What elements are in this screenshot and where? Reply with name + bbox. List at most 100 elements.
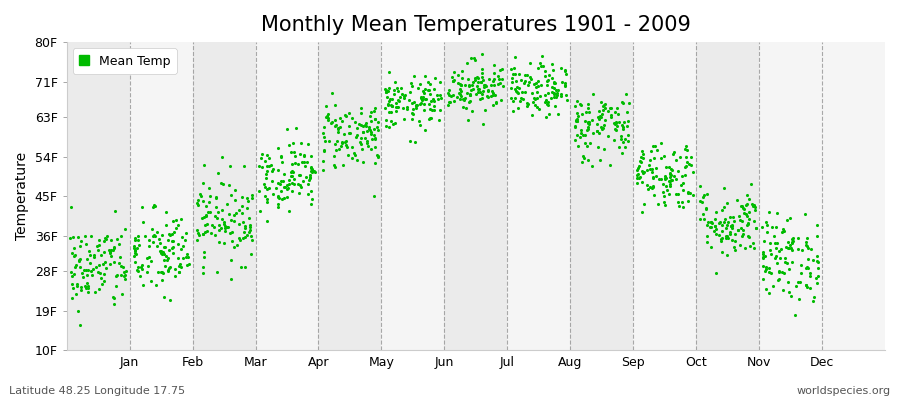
Point: [485, 102, 500, 108]
Point: [470, 74, 484, 80]
Point: [320, 111, 335, 117]
Point: [664, 177, 679, 183]
Point: [548, 103, 562, 110]
Point: [418, 86, 432, 92]
Point: [368, 160, 382, 167]
Point: [745, 240, 760, 246]
Point: [381, 87, 395, 94]
Point: [293, 182, 308, 188]
Point: [526, 81, 541, 87]
Point: [260, 152, 274, 158]
Point: [255, 164, 269, 170]
Point: [131, 267, 146, 274]
Point: [356, 123, 370, 129]
Point: [368, 144, 382, 150]
Point: [162, 263, 176, 270]
Point: [697, 216, 711, 222]
Point: [364, 118, 378, 124]
Point: [382, 69, 396, 75]
Point: [596, 124, 610, 131]
Point: [412, 122, 427, 128]
Point: [144, 278, 158, 284]
Point: [456, 97, 471, 104]
Point: [135, 262, 149, 268]
Point: [476, 121, 491, 128]
Point: [678, 146, 692, 152]
Point: [568, 123, 582, 130]
Point: [433, 79, 447, 86]
Point: [683, 190, 698, 197]
Point: [568, 137, 582, 143]
Point: [801, 265, 815, 271]
Point: [113, 272, 128, 278]
Point: [463, 91, 477, 97]
Point: [571, 113, 585, 120]
Point: [454, 82, 468, 88]
Point: [470, 83, 484, 89]
Point: [460, 90, 474, 96]
Point: [646, 155, 661, 162]
Point: [776, 287, 790, 293]
Point: [740, 192, 754, 198]
Point: [725, 237, 740, 244]
Point: [423, 91, 437, 97]
Point: [590, 114, 605, 120]
Point: [379, 89, 393, 95]
Point: [671, 168, 686, 174]
Point: [451, 72, 465, 78]
Bar: [382, 42, 445, 350]
Point: [140, 255, 154, 262]
Point: [364, 146, 378, 153]
Point: [284, 160, 299, 167]
Point: [371, 153, 385, 160]
Point: [286, 149, 301, 156]
Point: [738, 245, 752, 251]
Point: [663, 183, 678, 189]
Point: [105, 247, 120, 254]
Point: [481, 88, 495, 94]
Point: [615, 149, 629, 156]
Point: [684, 154, 698, 160]
Point: [611, 111, 625, 118]
Point: [303, 165, 318, 171]
Point: [331, 125, 346, 131]
Point: [577, 155, 591, 161]
Point: [413, 101, 428, 108]
Point: [127, 248, 141, 255]
Point: [252, 188, 266, 194]
Point: [486, 90, 500, 96]
Point: [324, 120, 338, 127]
Point: [335, 140, 349, 146]
Point: [778, 259, 792, 265]
Point: [421, 87, 436, 93]
Point: [424, 98, 438, 104]
Point: [383, 102, 398, 108]
Point: [466, 79, 481, 86]
Point: [157, 251, 171, 257]
Point: [318, 138, 332, 144]
Point: [162, 231, 176, 238]
Point: [158, 222, 173, 228]
Point: [447, 98, 462, 104]
Point: [756, 263, 770, 269]
Point: [98, 234, 112, 241]
Point: [705, 219, 719, 226]
Point: [81, 267, 95, 274]
Point: [369, 151, 383, 158]
Point: [407, 73, 421, 80]
Point: [570, 110, 584, 116]
Point: [422, 81, 436, 88]
Point: [715, 207, 729, 214]
Point: [83, 251, 97, 258]
Point: [227, 218, 241, 224]
Point: [654, 176, 669, 182]
Point: [724, 222, 738, 229]
Point: [328, 163, 342, 170]
Point: [339, 142, 354, 148]
Point: [133, 272, 148, 279]
Point: [94, 274, 108, 281]
Point: [474, 79, 489, 85]
Point: [144, 258, 158, 264]
Point: [620, 132, 634, 139]
Point: [260, 198, 274, 205]
